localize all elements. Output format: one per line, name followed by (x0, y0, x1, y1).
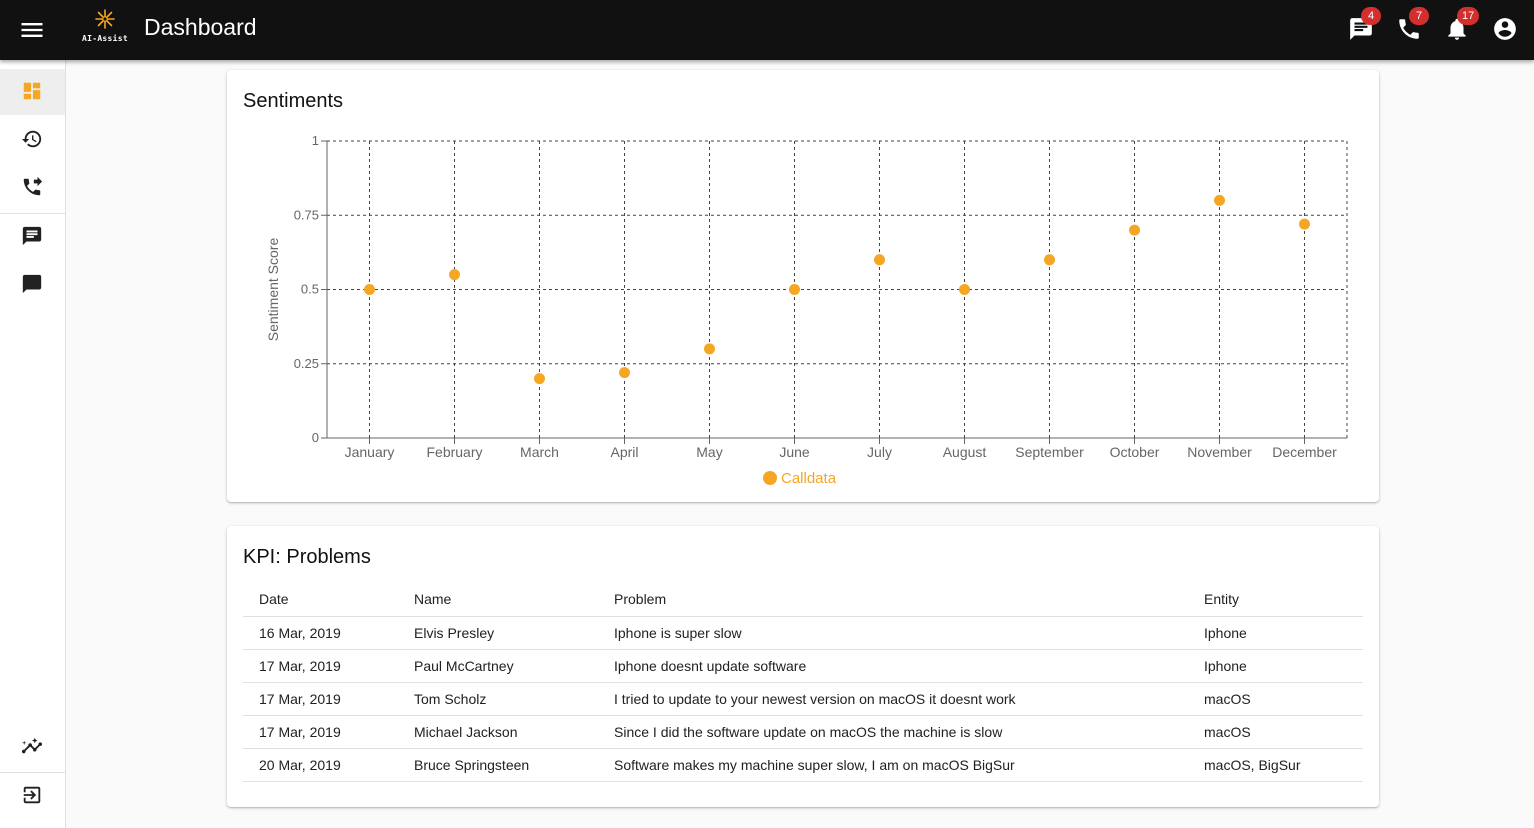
column-header-problem[interactable]: Problem (598, 582, 1188, 617)
column-header-entity[interactable]: Entity (1188, 582, 1363, 617)
cell-problem: Iphone is super slow (598, 616, 1188, 650)
chat-icon[interactable]: 4 (1348, 7, 1381, 42)
phone-icon[interactable]: 7 (1396, 7, 1429, 42)
data-point (1044, 254, 1055, 266)
sidebar-item-logout[interactable] (0, 773, 65, 819)
x-tick-label: September (1015, 444, 1084, 460)
y-tick-label: 0.25 (294, 356, 319, 371)
sentiments-card: Sentiments 0 0.25 0.5 0.75 1 January February M… (227, 70, 1379, 502)
cell-entity: macOS (1188, 715, 1363, 749)
cell-date: 17 Mar, 2019 (243, 649, 398, 683)
x-tick-label: January (345, 444, 395, 460)
legend-marker (763, 471, 777, 485)
table-row[interactable]: 17 Mar, 2019 Michael Jackson Since I did… (243, 715, 1363, 749)
x-tick-label: November (1187, 444, 1252, 460)
table-row[interactable]: 16 Mar, 2019 Elvis Presley Iphone is sup… (243, 616, 1363, 650)
y-tick-label: 0 (312, 430, 319, 445)
history-icon (21, 130, 42, 148)
bell-badge: 17 (1457, 7, 1480, 25)
kpi-title: KPI: Problems (243, 546, 371, 568)
x-tick-label: February (426, 444, 482, 460)
data-point (449, 269, 460, 281)
data-point (1299, 218, 1310, 230)
cell-name: Bruce Springsteen (398, 748, 598, 782)
data-point (364, 284, 375, 295)
data-point (534, 373, 545, 385)
sidebar (0, 60, 66, 828)
cell-name: Elvis Presley (398, 616, 598, 650)
sidebar-divider (0, 213, 65, 214)
cell-problem: Software makes my machine super slow, I … (598, 748, 1188, 782)
phone-badge: 7 (1409, 7, 1429, 25)
legend-label: Calldata (781, 470, 837, 487)
dashboard-icon (23, 82, 41, 100)
message-icon (22, 274, 42, 294)
data-point (1129, 224, 1140, 236)
cell-entity: Iphone (1188, 649, 1363, 683)
x-tick-label: May (696, 444, 722, 460)
table-row[interactable]: 20 Mar, 2019 Bruce Springsteen Software … (243, 748, 1363, 782)
cell-date: 17 Mar, 2019 (243, 715, 398, 749)
message-text-icon (22, 226, 42, 246)
y-tick-label: 0.75 (294, 207, 319, 222)
table-header-row: Date Name Problem Entity (243, 582, 1363, 617)
cell-name: Michael Jackson (398, 715, 598, 749)
sentiments-chart: 0 0.25 0.5 0.75 1 January February March April Ma… (265, 133, 1348, 487)
sentiments-title: Sentiments (243, 90, 344, 112)
x-tick-label: August (943, 444, 987, 460)
logo-text: AI-Assist (81, 34, 129, 43)
cell-problem: Iphone doesnt update software (598, 649, 1188, 683)
data-point (959, 284, 970, 295)
x-tick-label: June (779, 444, 810, 460)
x-tick-label: April (610, 444, 638, 460)
y-tick-label: 0.5 (301, 282, 319, 297)
y-axis-label: Sentiment Score (265, 238, 281, 342)
cell-date: 16 Mar, 2019 (243, 616, 398, 650)
sidebar-item-messages[interactable] (0, 214, 65, 260)
sidebar-item-dashboard[interactable] (0, 69, 65, 115)
column-header-date[interactable]: Date (243, 582, 398, 617)
x-tick-label: July (867, 444, 892, 460)
data-point (619, 367, 630, 379)
table-row[interactable]: 17 Mar, 2019 Paul McCartney Iphone doesn… (243, 649, 1363, 683)
x-tick-label: December (1272, 444, 1337, 460)
menu-icon[interactable] (18, 16, 46, 44)
cell-entity: macOS, BigSur (1188, 748, 1363, 782)
cell-date: 20 Mar, 2019 (243, 748, 398, 782)
logout-icon (23, 786, 41, 804)
bell-icon[interactable]: 17 (1444, 7, 1480, 42)
page-title: Dashboard (144, 14, 257, 40)
phone-forward-icon (23, 176, 43, 196)
chat-badge: 4 (1361, 7, 1381, 25)
column-header-name[interactable]: Name (398, 582, 598, 617)
app-logo: AI-Assist (76, 9, 134, 45)
x-tick-label: March (520, 444, 559, 460)
x-tick-label: October (1110, 444, 1160, 460)
app-bar: AI-Assist Dashboard 4 7 17 (0, 0, 1534, 60)
account-circle-icon[interactable] (1492, 16, 1518, 42)
cell-entity: macOS (1188, 682, 1363, 716)
data-point (789, 284, 800, 295)
data-point (874, 254, 885, 266)
cell-date: 17 Mar, 2019 (243, 682, 398, 716)
sidebar-item-history[interactable] (0, 117, 65, 163)
data-point (1214, 194, 1225, 206)
analytics-icon (21, 737, 43, 754)
sidebar-item-call-forward[interactable] (0, 165, 65, 211)
y-tick-label: 1 (312, 133, 319, 148)
kpi-table: Date Name Problem Entity 16 Mar, 2019 El… (243, 582, 1363, 782)
sidebar-divider (0, 772, 65, 773)
kpi-problems-card: KPI: Problems Date Name Problem Entity 1… (227, 526, 1379, 807)
cell-problem: I tried to update to your newest version… (598, 682, 1188, 716)
logo-burst-icon (95, 9, 115, 29)
cell-name: Tom Scholz (398, 682, 598, 716)
data-point (704, 343, 715, 355)
cell-name: Paul McCartney (398, 649, 598, 683)
cell-entity: Iphone (1188, 616, 1363, 650)
sidebar-item-analytics[interactable] (0, 724, 65, 770)
table-row[interactable]: 17 Mar, 2019 Tom Scholz I tried to updat… (243, 682, 1363, 716)
sidebar-item-chat[interactable] (0, 262, 65, 308)
cell-problem: Since I did the software update on macOS… (598, 715, 1188, 749)
